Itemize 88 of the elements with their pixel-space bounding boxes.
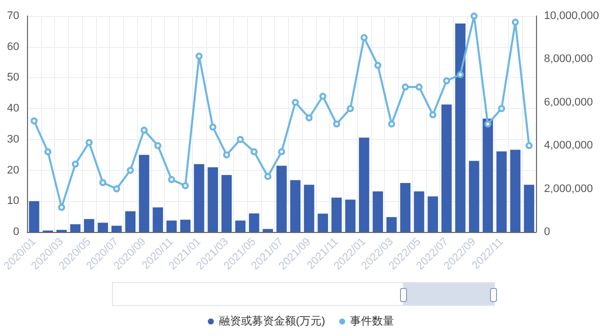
y-tick-label: 70 [6, 10, 20, 22]
point [113, 185, 120, 192]
y-tick-label: 40 [6, 102, 20, 115]
bar [358, 138, 370, 232]
bar [441, 104, 452, 232]
bar [345, 200, 356, 232]
y2-tick-label: 4,000,000 [544, 140, 593, 152]
point [278, 148, 286, 156]
point [250, 148, 258, 156]
legend-label: 融资或募资金额(万元) [218, 314, 326, 328]
bar [290, 180, 300, 232]
bar [248, 213, 260, 232]
y2-tick-label: 2,000,000 [544, 182, 593, 195]
bar [482, 118, 493, 232]
legend-label: 事件数量 [350, 314, 394, 328]
point [58, 204, 66, 211]
bar [468, 160, 480, 232]
point [512, 18, 519, 26]
point [374, 62, 382, 69]
bar [70, 224, 81, 232]
bar [152, 207, 164, 232]
point [182, 182, 189, 190]
bar [386, 217, 397, 232]
bar [98, 222, 108, 232]
y2-tick-label: 10,000,000 [544, 10, 600, 22]
point [456, 71, 464, 78]
point [72, 160, 79, 168]
bar [125, 211, 136, 232]
point [292, 98, 299, 106]
bar [180, 220, 191, 232]
bar [372, 191, 383, 232]
point [443, 77, 450, 84]
point [498, 105, 506, 112]
y-tick-label: 30 [6, 133, 20, 146]
point [154, 142, 162, 150]
point [196, 52, 203, 60]
bar [276, 166, 287, 232]
bar [331, 198, 342, 232]
point [526, 142, 533, 150]
point [360, 34, 368, 42]
point [140, 126, 148, 134]
bar [208, 167, 218, 232]
point [388, 120, 396, 128]
point [429, 111, 436, 118]
point [236, 136, 244, 143]
point [126, 166, 134, 174]
point [168, 176, 176, 184]
point [30, 117, 38, 124]
y-tick-label: 50 [6, 72, 20, 84]
point [209, 124, 216, 131]
point [86, 139, 93, 146]
point [333, 120, 340, 128]
bar [166, 220, 177, 232]
point [484, 120, 492, 128]
point [319, 92, 326, 100]
y2-tick-label: 0 [544, 226, 550, 238]
point [470, 12, 478, 20]
bar [318, 214, 328, 232]
y-tick-label: 60 [6, 40, 20, 53]
point [402, 83, 409, 90]
bar [194, 164, 204, 232]
bar [235, 220, 246, 232]
y2-tick-label: 6,000,000 [544, 96, 593, 108]
y-tick-label: 10 [6, 195, 20, 208]
bar [524, 184, 534, 232]
bar [414, 191, 424, 232]
point [223, 151, 230, 158]
bar [496, 151, 507, 232]
bar [138, 154, 150, 232]
point [346, 105, 354, 112]
point [44, 148, 52, 156]
y-tick-label: 0 [13, 226, 20, 238]
point [306, 114, 313, 122]
bar [510, 150, 520, 232]
y-tick-label: 20 [6, 164, 20, 176]
bar [304, 184, 314, 232]
bar [428, 196, 438, 232]
bar [221, 174, 232, 232]
bar [400, 182, 410, 232]
bar [455, 24, 466, 232]
point [416, 83, 423, 90]
point [99, 179, 106, 186]
bar [28, 201, 40, 232]
bar [262, 228, 273, 232]
point [264, 172, 272, 180]
y2-tick-label: 8,000,000 [544, 53, 593, 66]
bar [84, 219, 94, 232]
bar [111, 226, 122, 232]
